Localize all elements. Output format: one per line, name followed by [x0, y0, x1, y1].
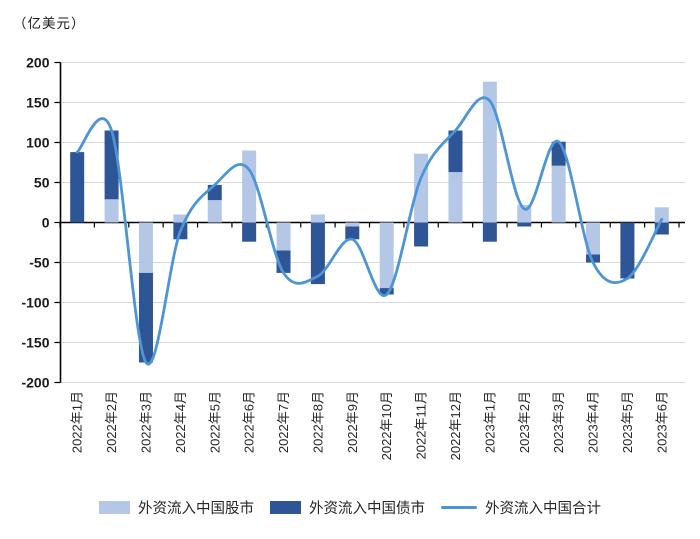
combo-chart: -200 -150 -100 -50 0 50 100 150 200 2022年1月 2022年2…	[21, 55, 685, 460]
y-axis-label: -50	[29, 255, 49, 271]
bar-bond-flow	[379, 288, 394, 295]
x-axis-label: 2022年8月	[310, 391, 325, 453]
bar-bond-flow	[517, 222, 532, 227]
x-axis-label: 2022年1月	[70, 391, 85, 453]
bar-equity-flow	[448, 172, 463, 223]
legend-label-total: 外资流入中国合计	[485, 501, 601, 517]
bar-bond-flow	[310, 222, 325, 285]
y-axis-label: 100	[26, 135, 50, 151]
axis-unit-label: （亿美元）	[13, 16, 86, 31]
y-axis-label: -100	[21, 295, 49, 311]
legend-item-total: 外资流入中国合计	[441, 497, 601, 518]
bar-equity-flow	[276, 222, 291, 251]
y-axis-label: 0	[42, 215, 50, 231]
x-axis-label: 2023年1月	[482, 391, 497, 453]
bar-bond-flow	[345, 226, 360, 240]
total-flow-line	[75, 96, 664, 366]
bar-equity-flow	[138, 222, 153, 273]
x-axis-label: 2022年11月	[414, 391, 429, 459]
x-axis-label: 2022年9月	[345, 391, 360, 453]
bar-bond-flow	[482, 222, 497, 242]
x-axis-label: 2023年5月	[620, 391, 635, 453]
bar-equity-flow	[242, 150, 257, 223]
x-axis-label: 2022年7月	[276, 391, 291, 453]
legend-swatch-bond-icon	[270, 501, 301, 514]
x-axis-label: 2022年2月	[104, 391, 119, 453]
x-axis-label: 2022年10月	[379, 391, 394, 460]
x-axis-label: 2023年6月	[654, 391, 669, 453]
bar-bond-flow	[448, 130, 463, 173]
bar-equity-flow	[207, 200, 222, 223]
y-axis-label: 200	[26, 55, 50, 71]
legend-swatch-total-line-icon	[441, 506, 477, 509]
legend-label-equity: 外资流入中国股市	[138, 501, 254, 517]
bar-bond-flow	[242, 222, 257, 242]
x-axis-label: 2023年4月	[586, 391, 601, 453]
bar-equity-flow	[173, 214, 188, 223]
x-axis-label: 2022年4月	[173, 391, 188, 453]
bar-equity-flow	[310, 214, 325, 223]
y-axis-label: -200	[21, 375, 49, 391]
legend-label-bond: 外资流入中国债市	[309, 501, 425, 517]
bar-bond-flow	[138, 272, 153, 363]
x-axis-label: 2022年6月	[242, 391, 257, 453]
chart-legend: 外资流入中国股市 外资流入中国债市 外资流入中国合计	[0, 497, 700, 518]
bar-equity-flow	[379, 222, 394, 289]
x-axis-label: 2022年12月	[448, 391, 463, 460]
bar-bond-flow	[414, 222, 429, 247]
legend-swatch-equity-icon	[99, 501, 130, 514]
bar-bond-flow	[586, 254, 601, 263]
y-axis-label: -150	[21, 335, 49, 351]
bar-equity-flow	[482, 81, 497, 223]
legend-item-bond: 外资流入中国债市	[270, 497, 425, 518]
bar-equity-flow	[551, 165, 566, 223]
x-axis-label: 2023年3月	[551, 391, 566, 453]
bar-bond-flow	[207, 184, 222, 201]
legend-item-equity: 外资流入中国股市	[99, 497, 254, 518]
y-axis-label: 50	[34, 175, 50, 191]
x-axis-label: 2022年3月	[138, 391, 153, 453]
bar-bond-flow	[104, 130, 119, 200]
bar-bond-flow	[70, 152, 85, 223]
bar-equity-flow	[654, 207, 669, 223]
bar-equity-flow	[345, 222, 360, 227]
bar-bond-flow	[620, 222, 635, 279]
x-axis-label: 2023年2月	[517, 391, 532, 453]
y-axis-label: 150	[26, 95, 50, 111]
bar-equity-flow	[104, 199, 119, 223]
bar-equity-flow	[586, 222, 601, 255]
x-axis-label: 2022年5月	[207, 391, 222, 453]
